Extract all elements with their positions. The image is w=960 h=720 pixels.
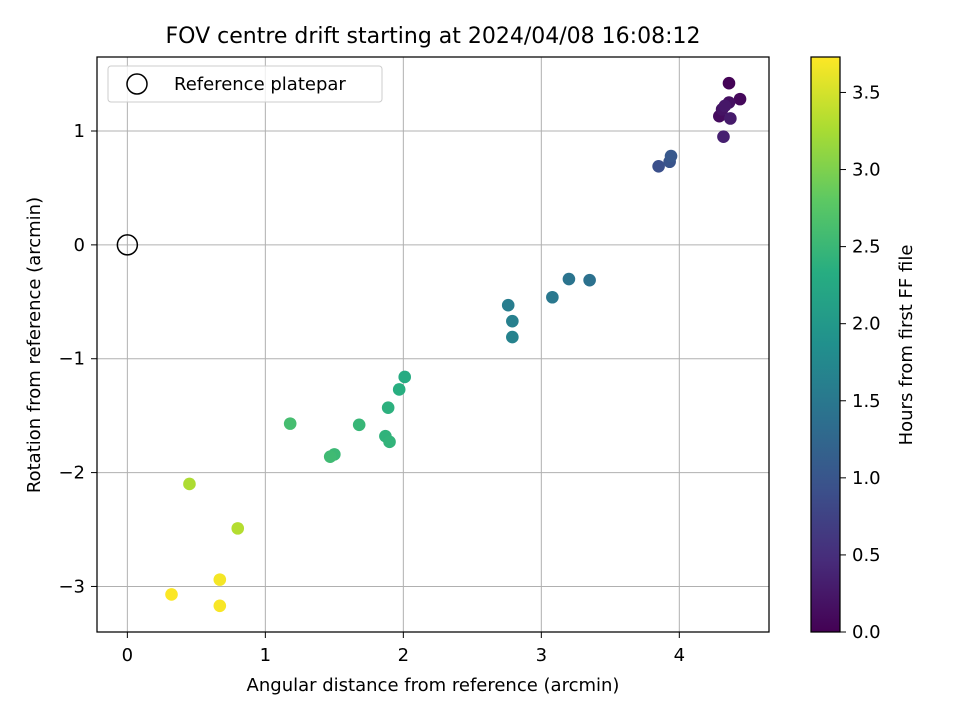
x-tick-label: 1 bbox=[260, 645, 271, 666]
reference-point-marker bbox=[116, 234, 139, 256]
reference-point-layer bbox=[116, 234, 139, 256]
colorbar-tick-label: 2.0 bbox=[852, 314, 881, 335]
data-point bbox=[383, 435, 396, 449]
data-point bbox=[501, 298, 515, 312]
data-point bbox=[562, 272, 576, 286]
data-point bbox=[722, 76, 736, 90]
x-tick-label: 3 bbox=[536, 645, 547, 666]
data-point bbox=[183, 477, 196, 491]
x-tick-label: 4 bbox=[674, 645, 685, 666]
data-point bbox=[506, 314, 519, 328]
plot-frame bbox=[96, 56, 770, 633]
data-point bbox=[381, 401, 395, 414]
data-point bbox=[392, 383, 406, 396]
x-axis-label: Angular distance from reference (arcmin) bbox=[247, 675, 620, 696]
data-point bbox=[718, 99, 732, 113]
colorbar-tick-label: 1.5 bbox=[852, 391, 881, 412]
data-point bbox=[398, 370, 412, 384]
y-tick-label: 1 bbox=[74, 121, 85, 142]
colorbar-tick-label: 0.5 bbox=[852, 545, 881, 566]
data-point bbox=[717, 130, 730, 144]
legend-box bbox=[107, 65, 383, 103]
legend-marker-reference bbox=[126, 73, 148, 95]
y-tick-label: −1 bbox=[58, 349, 85, 370]
scatter-points bbox=[165, 76, 747, 613]
data-point bbox=[664, 149, 678, 163]
x-tick-label: 0 bbox=[122, 645, 133, 666]
colorbar-tick-label: 0.0 bbox=[852, 622, 881, 643]
data-point bbox=[283, 417, 297, 430]
data-point bbox=[583, 273, 596, 287]
data-point bbox=[506, 330, 519, 344]
data-point bbox=[546, 290, 559, 304]
y-tick-label: 0 bbox=[74, 235, 85, 256]
colorbar-gradient bbox=[810, 56, 841, 633]
colorbar: 0.0 0.5 1.0 1.5 2.0 2.5 3.0 3.5 Hours from firs… bbox=[810, 56, 917, 643]
colorbar-tick-label: 3.0 bbox=[852, 160, 881, 181]
x-axis-ticks: 0 1 2 3 4 bbox=[122, 632, 685, 666]
data-point bbox=[352, 418, 366, 432]
legend: Reference platepar bbox=[107, 65, 383, 103]
data-point bbox=[231, 522, 245, 535]
grid bbox=[97, 57, 769, 632]
data-point bbox=[323, 450, 337, 463]
chart-title: FOV centre drift starting at 2024/04/08 … bbox=[166, 24, 701, 49]
data-point bbox=[724, 112, 737, 125]
data-point bbox=[213, 599, 227, 613]
data-point bbox=[652, 160, 665, 173]
y-tick-label: −3 bbox=[58, 576, 85, 597]
legend-label-reference: Reference platepar bbox=[174, 74, 346, 95]
y-axis-ticks: −3 −2 −1 0 1 bbox=[58, 121, 97, 597]
colorbar-tick-label: 1.0 bbox=[852, 468, 881, 489]
colorbar-tick-label: 2.5 bbox=[852, 237, 881, 258]
y-tick-label: −2 bbox=[58, 463, 85, 484]
y-axis-label: Rotation from reference (arcmin) bbox=[24, 197, 45, 493]
x-tick-label: 2 bbox=[398, 645, 409, 666]
colorbar-tick-label: 3.5 bbox=[852, 82, 881, 103]
data-point bbox=[165, 588, 178, 601]
colorbar-ticks: 0.0 0.5 1.0 1.5 2.0 2.5 3.0 3.5 bbox=[840, 82, 881, 643]
data-point bbox=[213, 573, 227, 586]
data-point bbox=[733, 92, 747, 106]
colorbar-label: Hours from first FF file bbox=[896, 245, 917, 446]
